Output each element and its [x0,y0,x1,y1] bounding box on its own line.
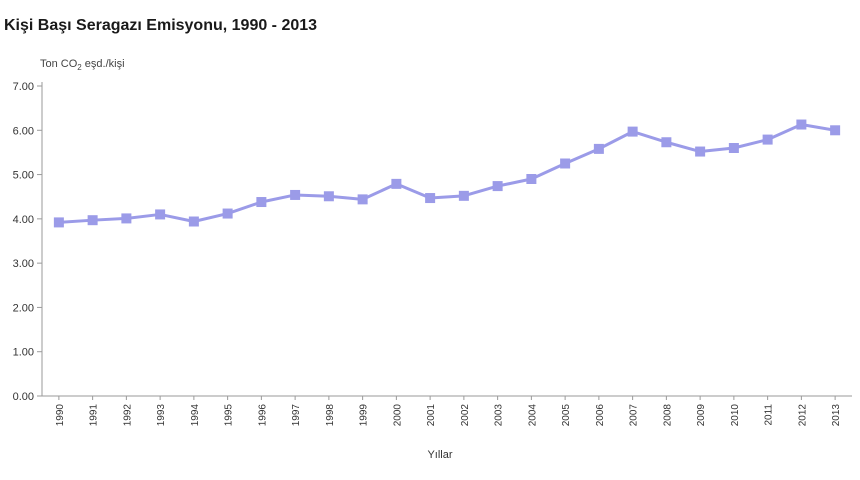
data-point-marker [155,209,166,220]
data-point-marker [323,191,334,202]
data-point-marker [391,178,402,189]
data-point-marker [222,208,233,219]
x-tick-label: 1997 [291,404,302,427]
data-point-marker [728,143,739,153]
y-axis-unit-label: Ton CO2 eşd./kişi [40,58,125,72]
x-tick-label: 1998 [325,404,336,427]
data-point-marker [121,213,132,224]
data-point-marker [256,197,267,208]
unit-label-suffix: eşd./kişi [81,58,125,70]
y-tick-label: 1.00 [13,347,34,359]
x-tick-label: 2001 [426,404,437,427]
series-line [58,123,836,224]
data-point-marker [290,189,301,200]
data-point-marker [627,126,638,137]
x-tick-label: 2008 [662,404,673,427]
x-axis-title: Yıllar [427,449,452,461]
x-tick-label: 2002 [460,404,471,427]
y-tick-label: 4.00 [13,214,34,226]
data-point-marker [458,190,469,201]
data-point-marker [188,216,199,227]
data-point-marker [526,174,537,184]
data-point-marker [425,193,436,204]
data-point-marker [87,215,98,226]
x-tick-label: 2007 [629,404,640,427]
x-tick-label: 2011 [764,404,775,426]
x-tick-label: 2004 [527,404,538,427]
x-tick-label: 2006 [595,404,606,427]
x-tick-label: 2012 [797,404,808,427]
series-line-group [53,119,841,228]
x-tick-label: 1992 [122,404,133,427]
x-axis: 1990 1991 1992 1993 1994 1995 1996 1997 1998 1999… [42,395,852,427]
data-point-marker [492,181,503,192]
data-point-marker [357,194,368,205]
x-tick-label: 1999 [359,404,370,427]
y-tick-label: 6.00 [13,125,34,137]
y-tick-label: 5.00 [13,170,34,182]
x-tick-label: 2005 [561,404,572,427]
chart-title: Kişi Başı Seragazı Emisyonu, 1990 - 2013 [4,17,318,34]
x-tick-label: 1995 [224,404,235,427]
x-tick-label: 2010 [730,404,741,427]
y-tick-label: 3.00 [13,258,34,270]
unit-label-subscript: 2 [77,63,82,73]
y-axis: 0.00 1.00 2.00 3.00 4.00 5.00 6.00 7.00 [13,81,43,403]
x-tick-label: 1991 [89,404,100,427]
x-tick-label: 2013 [831,404,842,427]
data-point-marker [695,146,706,157]
x-tick-label: 1994 [190,404,201,427]
x-tick-label: 2009 [696,404,707,427]
data-point-marker [796,119,807,130]
x-tick-label: 1993 [156,404,167,427]
data-point-marker [830,125,841,136]
data-point-marker [53,217,64,228]
y-tick-label: 2.00 [13,302,34,314]
x-tick-label: 2003 [494,404,505,427]
data-point-marker [762,134,773,145]
unit-label-prefix: Ton CO [40,58,78,70]
data-point-marker [593,143,604,154]
x-tick-label: 1990 [55,404,66,427]
y-tick-label: 0.00 [13,391,34,403]
x-tick-label: 2000 [392,404,403,427]
x-tick-label: 1996 [257,404,268,427]
data-point-marker [661,137,672,148]
data-point-marker [560,158,571,169]
y-tick-label: 7.00 [13,81,34,93]
